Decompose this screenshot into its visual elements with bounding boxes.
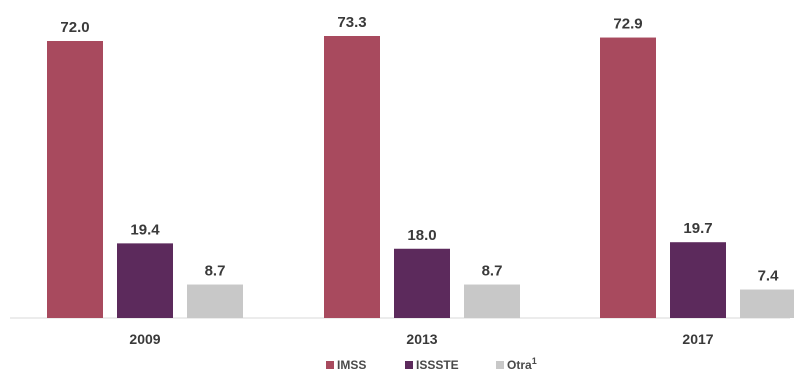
value-labels-group: 72.0 19.4 8.7 73.3 18.0 8.7 72.9 19.7 7.4 xyxy=(60,14,779,285)
bar-otra-2017 xyxy=(740,289,794,318)
legend-label-imss: IMSS xyxy=(337,358,366,372)
legend-label-issste: ISSSTE xyxy=(416,358,459,372)
bar-issste-2013 xyxy=(394,248,450,318)
bar-otra-2009 xyxy=(187,284,243,318)
value-label-imss-2017: 72.9 xyxy=(613,16,642,33)
legend-swatch-issste xyxy=(405,361,413,369)
legend-swatch-imss xyxy=(326,361,334,369)
bar-imss-2017 xyxy=(600,37,656,318)
category-label-2017: 2017 xyxy=(682,331,713,347)
bar-imss-2013 xyxy=(324,36,380,318)
value-label-imss-2013: 73.3 xyxy=(337,14,366,31)
bar-otra-2013 xyxy=(464,284,520,318)
value-label-issste-2013: 18.0 xyxy=(407,227,436,244)
value-label-imss-2009: 72.0 xyxy=(60,19,89,36)
legend: IMSS ISSSTE Otra1 xyxy=(326,356,537,372)
bar-issste-2017 xyxy=(670,242,726,318)
value-label-issste-2009: 19.4 xyxy=(130,221,160,238)
bar-imss-2009 xyxy=(47,41,103,318)
legend-label-otra: Otra1 xyxy=(507,356,537,372)
bar-issste-2009 xyxy=(117,243,173,318)
category-label-2013: 2013 xyxy=(406,331,437,347)
value-label-issste-2017: 19.7 xyxy=(683,220,712,237)
category-labels-group: 2009 2013 2017 xyxy=(129,331,713,347)
bars-group xyxy=(47,36,794,318)
value-label-otra-2009: 8.7 xyxy=(205,263,226,280)
category-label-2009: 2009 xyxy=(129,331,160,347)
value-label-otra-2017: 7.4 xyxy=(758,268,780,285)
value-label-otra-2013: 8.7 xyxy=(482,263,503,280)
legend-swatch-otra xyxy=(496,361,504,369)
